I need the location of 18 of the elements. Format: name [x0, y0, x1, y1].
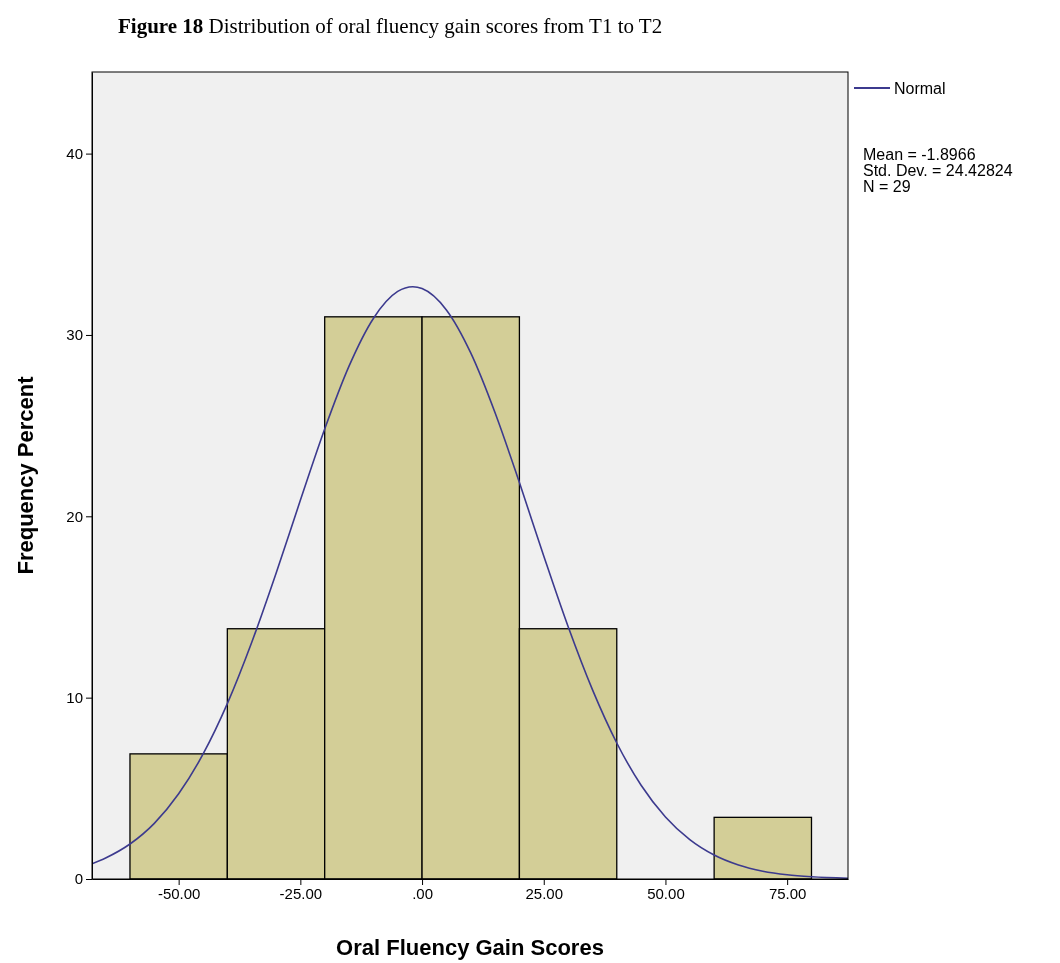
x-tick-label: 50.00 — [647, 884, 685, 902]
x-tick-label: -50.00 — [157, 884, 201, 902]
y-tick-label: 30 — [66, 326, 83, 344]
legend-label: Normal — [894, 80, 946, 97]
y-axis-title: Frequency Percent — [13, 375, 38, 575]
x-axis-title: Oral Fluency Gain Scores — [336, 935, 604, 960]
text: N = 29 — [863, 178, 911, 195]
x-tick-label: 75.00 — [768, 884, 807, 902]
x-tick-label: 25.00 — [525, 884, 564, 902]
text: Mean = -1.8966 — [863, 146, 976, 163]
y-tick-label: 40 — [66, 144, 83, 162]
x-tick-label: -25.00 — [279, 884, 323, 902]
y-tick-label: 10 — [66, 688, 83, 706]
y-tick-label: 0 — [74, 870, 83, 888]
x-tick-label: .00 — [412, 884, 433, 902]
text: Std. Dev. = 24.42824 — [863, 162, 1013, 179]
y-tick-label: 20 — [66, 507, 83, 525]
chart-title: Figure 18 Distribution of oral fluency gain scores from T1 to T2 — [118, 14, 663, 38]
